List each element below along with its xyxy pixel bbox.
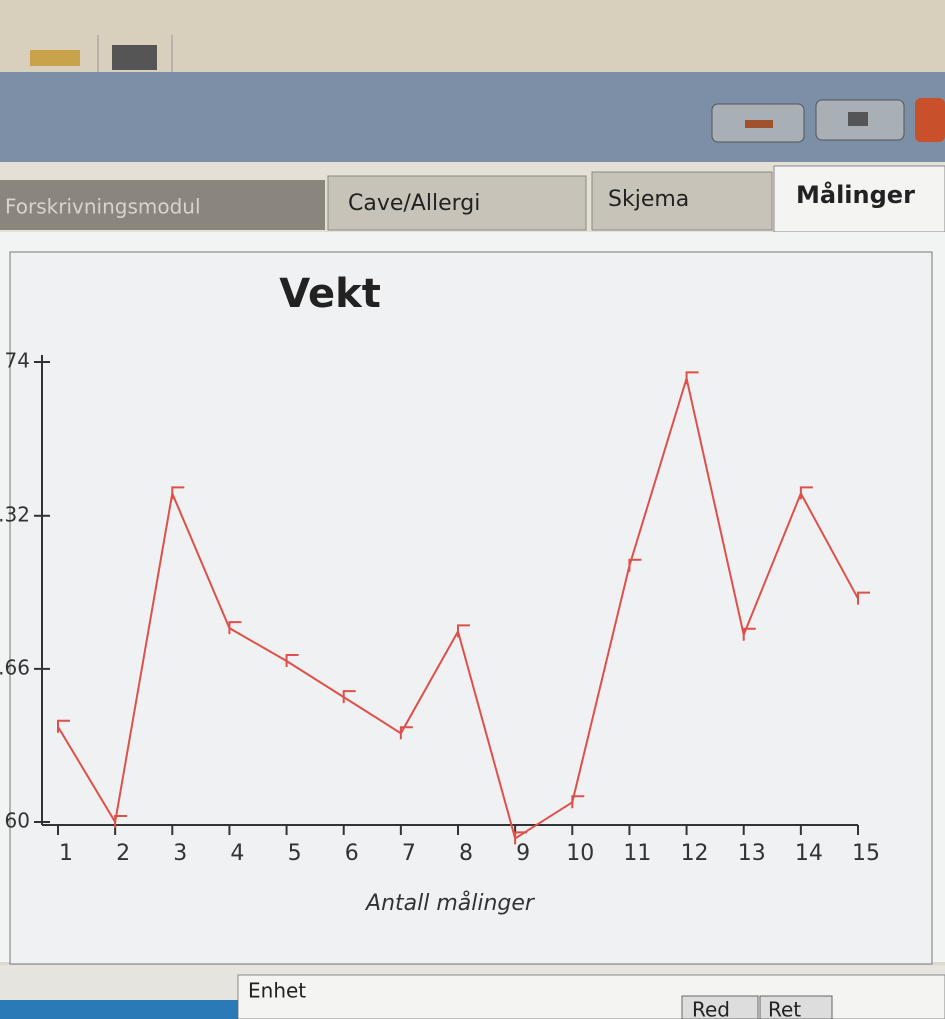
minimize-icon (745, 120, 773, 128)
x-tick-label: 10 (566, 841, 594, 866)
toolbar-icon[interactable] (30, 50, 80, 66)
tab-label[interactable]: Skjema (608, 187, 689, 212)
x-tick-label: 14 (795, 841, 823, 866)
x-axis-title: Antall målinger (364, 890, 536, 916)
button-label[interactable]: Ret (768, 998, 801, 1019)
x-tick-label: 12 (681, 841, 709, 866)
x-tick-label: 5 (288, 841, 302, 866)
y-tick-label: 64.66 (0, 655, 30, 679)
x-tick-label: 9 (516, 841, 530, 866)
x-tick-label: 1 (59, 841, 73, 866)
x-tick-label: 15 (852, 841, 880, 866)
table-header (238, 975, 945, 1019)
y-tick-label: 69.32 (0, 502, 30, 526)
screen: Forskrivningsmodul Cave/Allergi Skjema M… (0, 0, 945, 1019)
y-tick-label: 60 (5, 809, 30, 833)
x-tick-label: 13 (738, 841, 766, 866)
x-tick-label: 8 (459, 841, 473, 866)
chart-title: Vekt (279, 271, 381, 317)
tab-label[interactable]: Cave/Allergi (348, 191, 480, 216)
status-bar (0, 1000, 238, 1019)
x-tick-label: 7 (402, 841, 416, 866)
close-button[interactable] (915, 98, 945, 142)
tab-label[interactable]: Målinger (796, 180, 915, 209)
maximize-icon (848, 112, 868, 126)
x-tick-label: 2 (116, 841, 130, 866)
toolbar-icon[interactable] (112, 45, 157, 70)
tab-label[interactable]: Forskrivningsmodul (5, 195, 201, 219)
x-tick-label: 4 (230, 841, 244, 866)
x-tick-label: 11 (623, 841, 651, 866)
y-tick-label: 74 (5, 349, 30, 373)
column-header: Enhet (248, 979, 306, 1003)
x-tick-label: 3 (173, 841, 187, 866)
x-tick-label: 6 (345, 841, 359, 866)
button-label[interactable]: Red (692, 998, 730, 1019)
